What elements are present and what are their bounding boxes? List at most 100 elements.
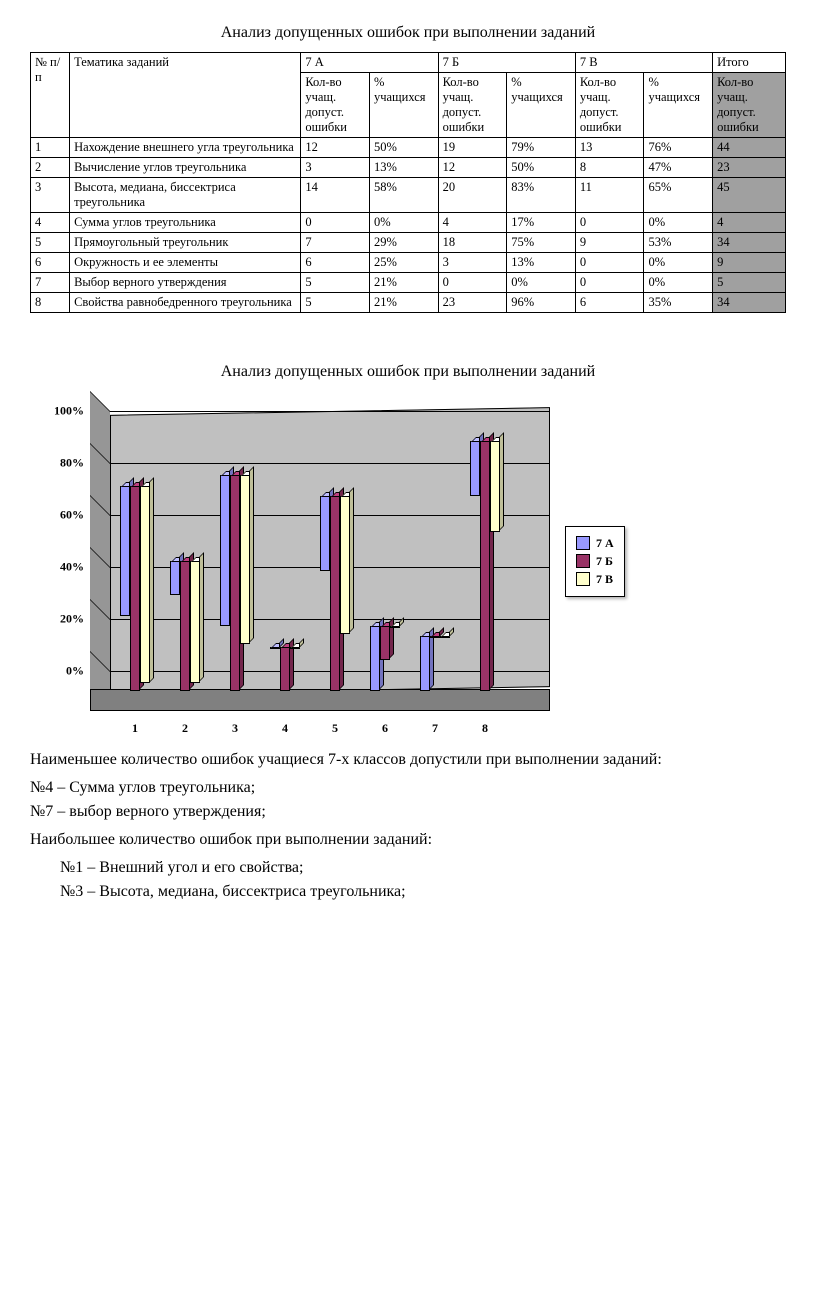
x-axis-label: 1	[132, 721, 138, 736]
bar-group	[220, 475, 258, 691]
cell-a-pct: 0%	[369, 213, 438, 233]
cell-v-cnt: 8	[575, 158, 644, 178]
bar	[170, 561, 180, 595]
bar	[490, 441, 500, 532]
cell-b-pct: 79%	[507, 138, 576, 158]
legend-label: 7 А	[596, 536, 614, 551]
legend-swatch	[576, 572, 590, 586]
y-axis-label: 0%	[66, 664, 84, 679]
cell-total: 44	[713, 138, 786, 158]
cell-b-cnt: 0	[438, 273, 507, 293]
cell-num: 8	[31, 293, 70, 313]
legend-item: 7 В	[576, 572, 614, 587]
cell-b-cnt: 3	[438, 253, 507, 273]
cell-a-pct: 58%	[369, 178, 438, 213]
table-row: 7Выбор верного утверждения521%00%00%5	[31, 273, 786, 293]
x-axis-label: 2	[182, 721, 188, 736]
col-class-a-header: 7 А	[301, 53, 438, 73]
cell-num: 4	[31, 213, 70, 233]
bar-group	[270, 647, 308, 691]
cell-v-pct: 0%	[644, 253, 713, 273]
cell-total: 34	[713, 293, 786, 313]
cell-v-cnt: 0	[575, 273, 644, 293]
cell-topic: Нахождение внешнего угла треугольника	[70, 138, 301, 158]
bar	[230, 475, 240, 691]
x-axis-label: 7	[432, 721, 438, 736]
bar	[320, 496, 330, 571]
legend-swatch	[576, 536, 590, 550]
cell-topic: Окружность и ее элементы	[70, 253, 301, 273]
cell-v-pct: 53%	[644, 233, 713, 253]
legend-item: 7 А	[576, 536, 614, 551]
table-row: 1Нахождение внешнего угла треугольника12…	[31, 138, 786, 158]
cell-b-cnt: 20	[438, 178, 507, 213]
bar	[140, 486, 150, 684]
cell-total: 4	[713, 213, 786, 233]
cell-topic: Сумма углов треугольника	[70, 213, 301, 233]
y-axis-label: 100%	[54, 404, 84, 419]
bar-group	[120, 486, 158, 691]
bar	[180, 561, 190, 691]
col-class-v-header: 7 В	[575, 53, 712, 73]
bar	[380, 626, 390, 660]
y-axis-label: 40%	[60, 560, 84, 575]
cell-v-cnt: 0	[575, 213, 644, 233]
cell-total: 23	[713, 158, 786, 178]
bar	[340, 496, 350, 634]
cell-num: 7	[31, 273, 70, 293]
cell-b-cnt: 18	[438, 233, 507, 253]
bar	[270, 647, 280, 649]
cell-total: 34	[713, 233, 786, 253]
bar	[290, 647, 300, 649]
y-axis-label: 20%	[60, 612, 84, 627]
col-total-cnt-header: Кол-во учащ. допуст. ошибки	[713, 73, 786, 138]
legend-swatch	[576, 554, 590, 568]
bar	[240, 475, 250, 644]
cell-total: 9	[713, 253, 786, 273]
x-axis-label: 8	[482, 721, 488, 736]
cell-v-pct: 35%	[644, 293, 713, 313]
cell-v-pct: 47%	[644, 158, 713, 178]
table-body: 1Нахождение внешнего угла треугольника12…	[31, 138, 786, 313]
cell-topic: Высота, медиана, биссектриса треугольник…	[70, 178, 301, 213]
cell-a-pct: 50%	[369, 138, 438, 158]
y-axis-label: 60%	[60, 508, 84, 523]
bar	[480, 441, 490, 691]
col-b-cnt-header: Кол-во учащ. допуст. ошибки	[438, 73, 507, 138]
bar	[330, 496, 340, 691]
y-axis-label: 80%	[60, 456, 84, 471]
list-item: №1 – Внешний угол и его свойства;	[60, 859, 786, 877]
col-v-pct-header: % учащихся	[644, 73, 713, 138]
cell-b-pct: 13%	[507, 253, 576, 273]
cell-b-cnt: 12	[438, 158, 507, 178]
cell-total: 5	[713, 273, 786, 293]
list-item: №4 – Сумма углов треугольника;	[30, 779, 786, 797]
table-row: 5Прямоугольный треугольник729%1875%953%3…	[31, 233, 786, 253]
table-row: 2Вычисление углов треугольника313%1250%8…	[31, 158, 786, 178]
cell-v-pct: 0%	[644, 273, 713, 293]
bar	[280, 647, 290, 691]
most-items-list: №1 – Внешний угол и его свойства; №3 – Вы…	[30, 859, 786, 901]
cell-a-cnt: 5	[301, 273, 370, 293]
cell-topic: Вычисление углов треугольника	[70, 158, 301, 178]
bar-group	[420, 636, 458, 691]
cell-a-cnt: 5	[301, 293, 370, 313]
page-title: Анализ допущенных ошибок при выполнении …	[30, 24, 786, 42]
cell-topic: Прямоугольный треугольник	[70, 233, 301, 253]
gridline	[110, 411, 550, 412]
legend-label: 7 Б	[596, 554, 613, 569]
cell-v-pct: 0%	[644, 213, 713, 233]
list-item: №7 – выбор верного утверждения;	[30, 803, 786, 821]
list-item: №3 – Высота, медиана, биссектриса треуго…	[60, 883, 786, 901]
x-axis-label: 4	[282, 721, 288, 736]
cell-v-pct: 76%	[644, 138, 713, 158]
cell-v-cnt: 9	[575, 233, 644, 253]
legend-item: 7 Б	[576, 554, 614, 569]
table-row: 6Окружность и ее элементы625%313%00%9	[31, 253, 786, 273]
bar-group	[470, 441, 508, 691]
cell-b-pct: 0%	[507, 273, 576, 293]
bar	[130, 486, 140, 691]
col-num-header: № п/п	[31, 53, 70, 138]
cell-num: 2	[31, 158, 70, 178]
cell-num: 5	[31, 233, 70, 253]
